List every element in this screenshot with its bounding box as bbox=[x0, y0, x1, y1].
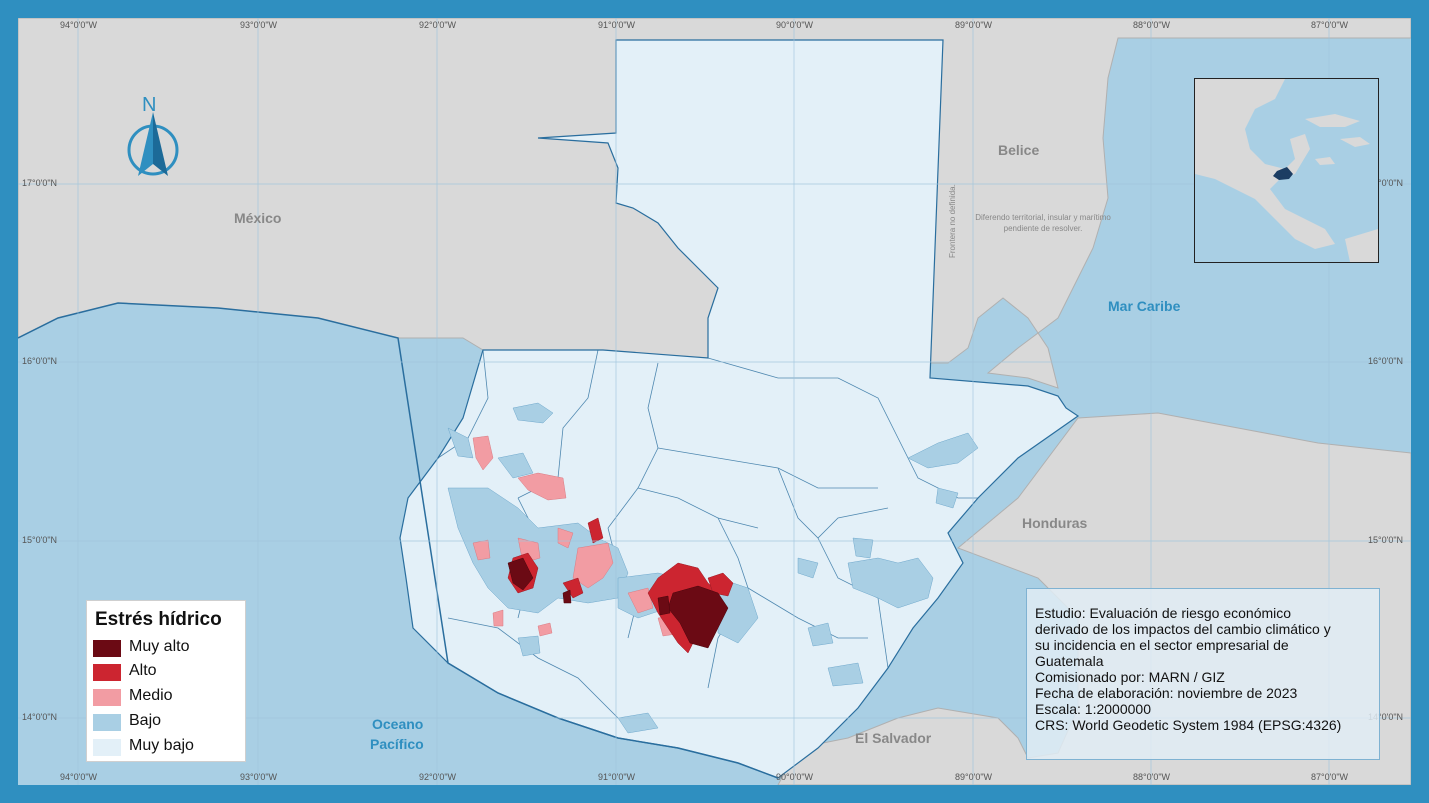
grid-label-top-4: 90°0'0"W bbox=[776, 20, 814, 30]
grid-label-top-6: 88°0'0"W bbox=[1133, 20, 1171, 30]
info-commissioned: Comisionado por: MARN / GIZ bbox=[1035, 669, 1225, 685]
grid-label-bottom-7: 87°0'0"W bbox=[1311, 772, 1349, 782]
legend-swatch-medio bbox=[93, 689, 121, 706]
map-canvas bbox=[18, 18, 1411, 785]
label-el-salvador: El Salvador bbox=[855, 730, 932, 746]
dispute-note: Diferendo territorial, insular y marítim… bbox=[975, 213, 1111, 233]
grid-label-right-0: 17°0'0"N bbox=[1368, 178, 1404, 188]
grid-label-left-3: 14°0'0"N bbox=[22, 712, 58, 722]
border-note: Frontera no definida. bbox=[948, 184, 957, 258]
legend-swatch-muy-bajo bbox=[93, 739, 121, 756]
legend-swatch-bajo bbox=[93, 714, 121, 731]
info-crs: CRS: World Geodetic System 1984 (EPSG:43… bbox=[1035, 717, 1342, 733]
grid-label-bottom-2: 92°0'0"W bbox=[419, 772, 457, 782]
info-study-line4: Guatemala bbox=[1035, 653, 1104, 669]
info-scale: Escala: 1:2000000 bbox=[1035, 701, 1151, 717]
grid-label-top-0: 94°0'0"W bbox=[60, 20, 98, 30]
north-arrow-icon bbox=[127, 112, 179, 176]
inset-map bbox=[1194, 78, 1379, 263]
legend-label-muy-alto: Muy alto bbox=[129, 638, 190, 655]
info-box: Estudio: Evaluación de riesgo económico … bbox=[1026, 588, 1380, 760]
grid-label-right-1: 16°0'0"N bbox=[1368, 356, 1404, 366]
map-area: 94°0'0"W 93°0'0"W 92°0'0"W 91°0'0"W 90°0… bbox=[18, 18, 1411, 785]
zones-muy-alto bbox=[507, 557, 729, 649]
grid-label-bottom-6: 88°0'0"W bbox=[1133, 772, 1171, 782]
grid-label-bottom-1: 93°0'0"W bbox=[240, 772, 278, 782]
legend: Estrés hídrico Muy alto Alto Medio Bajo … bbox=[86, 600, 246, 762]
label-caribbean-sea: Mar Caribe bbox=[1108, 298, 1181, 314]
label-pacific-line2: Pacífico bbox=[370, 736, 424, 752]
grid-label-bottom-3: 91°0'0"W bbox=[598, 772, 636, 782]
legend-label-medio: Medio bbox=[129, 687, 173, 704]
grid-label-right-3: 14°0'0"N bbox=[1368, 712, 1404, 722]
label-honduras: Honduras bbox=[1022, 515, 1088, 531]
legend-label-muy-bajo: Muy bajo bbox=[129, 737, 194, 754]
grid-label-top-5: 89°0'0"W bbox=[955, 20, 993, 30]
legend-swatch-muy-alto bbox=[93, 640, 121, 657]
info-date: Fecha de elaboración: noviembre de 2023 bbox=[1035, 685, 1298, 701]
label-mexico: México bbox=[234, 210, 282, 226]
grid-label-left-2: 15°0'0"N bbox=[22, 535, 58, 545]
grid-label-right-2: 15°0'0"N bbox=[1368, 535, 1404, 545]
legend-label-alto: Alto bbox=[129, 662, 157, 679]
graticule bbox=[18, 18, 1411, 785]
legend-swatch-alto bbox=[93, 664, 121, 681]
grid-label-bottom-4: 90°0'0"W bbox=[776, 772, 814, 782]
grid-label-top-3: 91°0'0"W bbox=[598, 20, 636, 30]
inset-map-canvas bbox=[1195, 79, 1378, 262]
label-belize: Belice bbox=[998, 142, 1040, 158]
pacific-coastline bbox=[18, 302, 779, 779]
grid-label-left-0: 17°0'0"N bbox=[22, 178, 58, 188]
grid-label-top-1: 93°0'0"W bbox=[240, 20, 278, 30]
grid-label-left-1: 16°0'0"N bbox=[22, 356, 58, 366]
grid-label-top-7: 87°0'0"W bbox=[1311, 20, 1349, 30]
info-study-line1: Estudio: Evaluación de riesgo económico bbox=[1035, 605, 1292, 621]
grid-label-bottom-0: 94°0'0"W bbox=[60, 772, 98, 782]
legend-title: Estrés hídrico bbox=[95, 609, 222, 630]
grid-label-top-2: 92°0'0"W bbox=[419, 20, 457, 30]
info-study-line3: su incidencia en el sector empresarial d… bbox=[1035, 637, 1289, 653]
info-study-line2: derivado de los impactos del cambio clim… bbox=[1035, 621, 1331, 637]
label-pacific-line1: Oceano bbox=[372, 716, 424, 732]
north-label: N bbox=[142, 94, 157, 116]
legend-label-bajo: Bajo bbox=[129, 712, 162, 729]
grid-label-bottom-5: 89°0'0"W bbox=[955, 772, 993, 782]
